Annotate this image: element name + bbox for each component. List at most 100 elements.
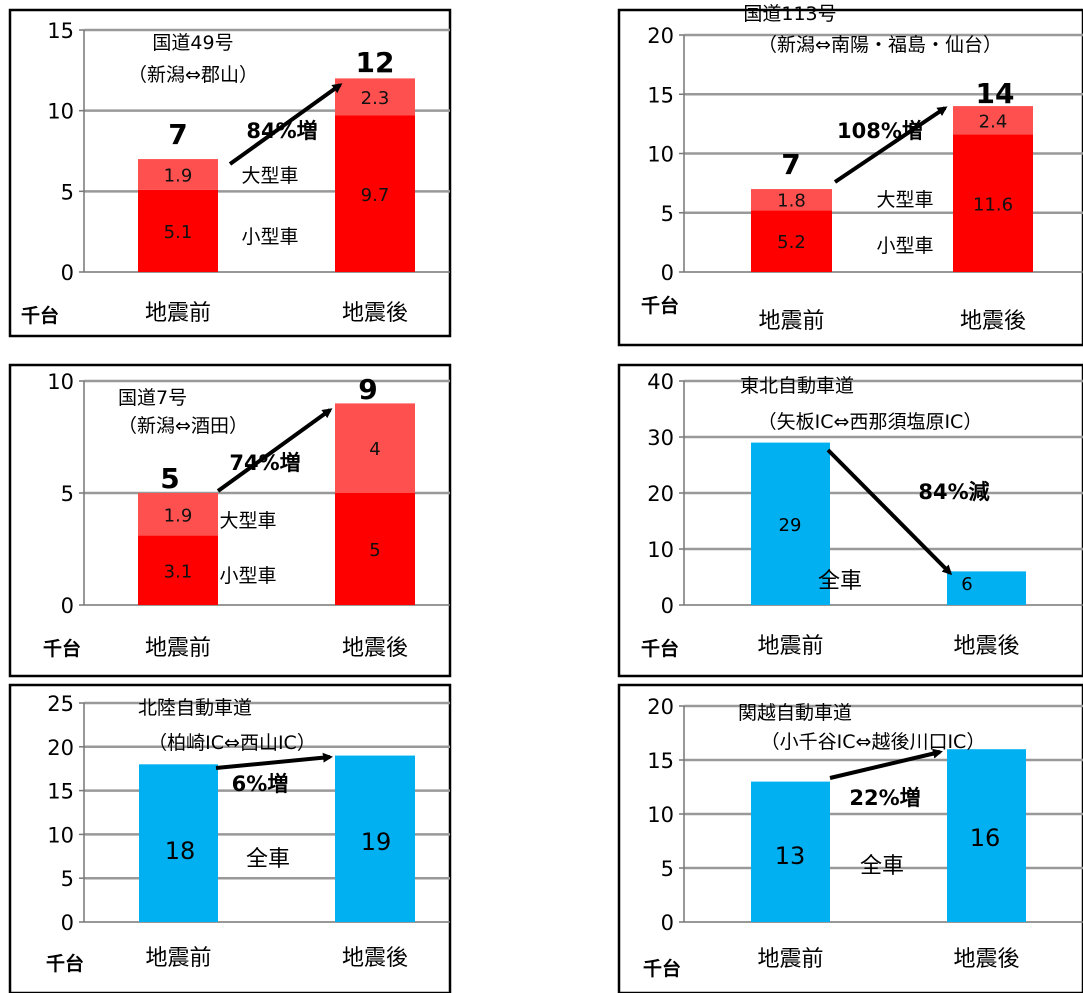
change-label: 84%減	[918, 480, 989, 504]
y-tick-label: 0	[61, 911, 74, 935]
value-label-large: 1.9	[164, 165, 193, 186]
panel-title: 東北自動車道	[740, 375, 854, 397]
panel-title: 国道113号	[743, 3, 836, 25]
series-label-small: 小型車	[876, 235, 933, 257]
bar-all-vehicles	[139, 764, 218, 922]
bar-large-vehicle	[751, 189, 832, 211]
panel-title: 国道7号	[118, 387, 187, 409]
y-tick-label: 10	[47, 100, 74, 124]
y-tick-label: 0	[661, 261, 674, 285]
panel-subtitle: （小千谷IC⇔越後川口IC）	[761, 731, 986, 753]
total-label: 9	[358, 373, 377, 406]
bar-large-vehicle	[953, 106, 1033, 135]
change-arrow	[826, 448, 953, 576]
panel-frame	[8, 363, 452, 678]
y-tick-label: 15	[47, 780, 74, 804]
y-tick-label: 30	[647, 426, 674, 450]
series-label-small: 小型車	[241, 226, 298, 248]
panel-subtitle: （新潟⇔南陽・福島・仙台）	[758, 34, 1002, 56]
value-label: 13	[775, 842, 806, 870]
chart-panel-2: 0 5 10 15 20 5.2 1.8 7 地震前 11.6 2.414 地震後 千台 国道113号 （新…	[617, 3, 1083, 347]
value-label-small: 11.6	[973, 194, 1013, 215]
y-tick-label: 25	[47, 692, 74, 716]
change-arrow	[216, 408, 333, 493]
value-label: 6	[961, 574, 972, 595]
change-label: 22%増	[849, 786, 920, 810]
y-tick-label: 5	[61, 180, 74, 204]
bar-all-vehicles	[947, 749, 1026, 922]
chart-panel-3: 0 5 10 3.1 1.9 5 地震前 5 4 9 地震後 千台 国道7号 （新潟⇔酒田） 小型車 大型車 7…	[8, 363, 452, 678]
bar-all-vehicles	[751, 442, 830, 605]
change-label: 108%増	[837, 119, 923, 143]
panel-title: 国道49号	[152, 32, 233, 54]
panel-title: 北陸自動車道	[138, 697, 252, 719]
series-label-large: 大型車	[219, 510, 276, 532]
chart-panel-1: 0 5 10 15 5.1 1.9 7 地震前 9.7 2.3 12 地震後 千台 国道49号 （新潟⇔郡山…	[8, 8, 452, 338]
panel-subtitle: （矢板IC⇔西那須塩原IC）	[758, 411, 983, 433]
unit-label: 千台	[641, 637, 679, 660]
y-tick-label: 0	[661, 594, 674, 618]
category-label: 地震後	[960, 309, 1026, 334]
y-tick-label: 20	[47, 736, 74, 760]
value-label-small: 9.7	[361, 185, 390, 206]
change-arrow	[215, 752, 333, 770]
bar-large-vehicle	[335, 403, 415, 493]
value-label-large: 1.8	[777, 191, 806, 212]
total-label: 14	[976, 77, 1015, 110]
y-tick-label: 20	[647, 24, 674, 48]
series-label-large: 大型車	[241, 165, 298, 187]
panel-subtitle: （新潟⇔酒田）	[118, 415, 248, 437]
value-label-large: 1.9	[164, 505, 193, 526]
unit-label: 千台	[21, 304, 59, 327]
change-arrow	[228, 83, 343, 166]
panel-frame	[8, 683, 452, 993]
series-label-large: 大型車	[876, 189, 933, 211]
bar-all-vehicles	[947, 571, 1026, 605]
bar-small-vehicle	[751, 210, 832, 272]
panel-subtitle: （柏崎IC⇔西山IC）	[148, 732, 316, 754]
category-label: 地震後	[342, 946, 408, 971]
y-tick-label: 10	[647, 803, 674, 827]
value-label-small: 5.1	[164, 222, 193, 243]
y-tick-label: 5	[661, 202, 674, 226]
bar-large-vehicle	[138, 159, 218, 190]
total-label: 5	[160, 462, 179, 495]
panel-frame	[8, 8, 452, 338]
value-label-large: 4	[369, 439, 380, 460]
y-tick-label: 10	[647, 538, 674, 562]
panel-frame	[617, 683, 1083, 993]
chart-panel-6: 0 5 10 15 20 13 地震前 16 地震後 千台 関越自動車道 （小千谷IC⇔越後川口IC）…	[617, 683, 1083, 993]
bar-small-vehicle	[335, 493, 415, 605]
y-tick-label: 0	[661, 911, 674, 935]
value-label-large: 2.3	[361, 88, 390, 109]
bar-small-vehicle	[335, 115, 415, 272]
y-tick-label: 15	[647, 749, 674, 773]
value-label: 29	[779, 515, 802, 536]
y-tick-label: 15	[647, 83, 674, 107]
y-tick-label: 40	[647, 370, 674, 394]
bar-small-vehicle	[138, 189, 218, 272]
unit-label: 千台	[641, 294, 679, 317]
unit-label: 千台	[43, 637, 81, 660]
y-tick-label: 5	[661, 857, 674, 881]
category-label: 地震後	[342, 636, 408, 661]
category-label: 地震前	[145, 946, 211, 971]
y-tick-label: 5	[61, 867, 74, 891]
category-label: 地震前	[145, 301, 211, 326]
unit-label: 千台	[643, 957, 681, 980]
panel-frame	[617, 363, 1083, 678]
panel-frame	[617, 8, 1083, 347]
category-label: 地震後	[953, 947, 1019, 972]
bar-large-vehicle	[335, 78, 415, 116]
value-label-small: 5	[369, 540, 380, 561]
value-label: 18	[165, 837, 196, 865]
y-tick-label: 15	[47, 19, 74, 43]
y-tick-label: 0	[61, 261, 74, 285]
y-tick-label: 5	[61, 482, 74, 506]
panel-title: 関越自動車道	[738, 702, 852, 724]
change-arrow	[829, 748, 943, 780]
unit-label: 千台	[46, 952, 84, 975]
series-label-all: 全車	[246, 847, 290, 872]
change-arrow	[833, 106, 948, 184]
